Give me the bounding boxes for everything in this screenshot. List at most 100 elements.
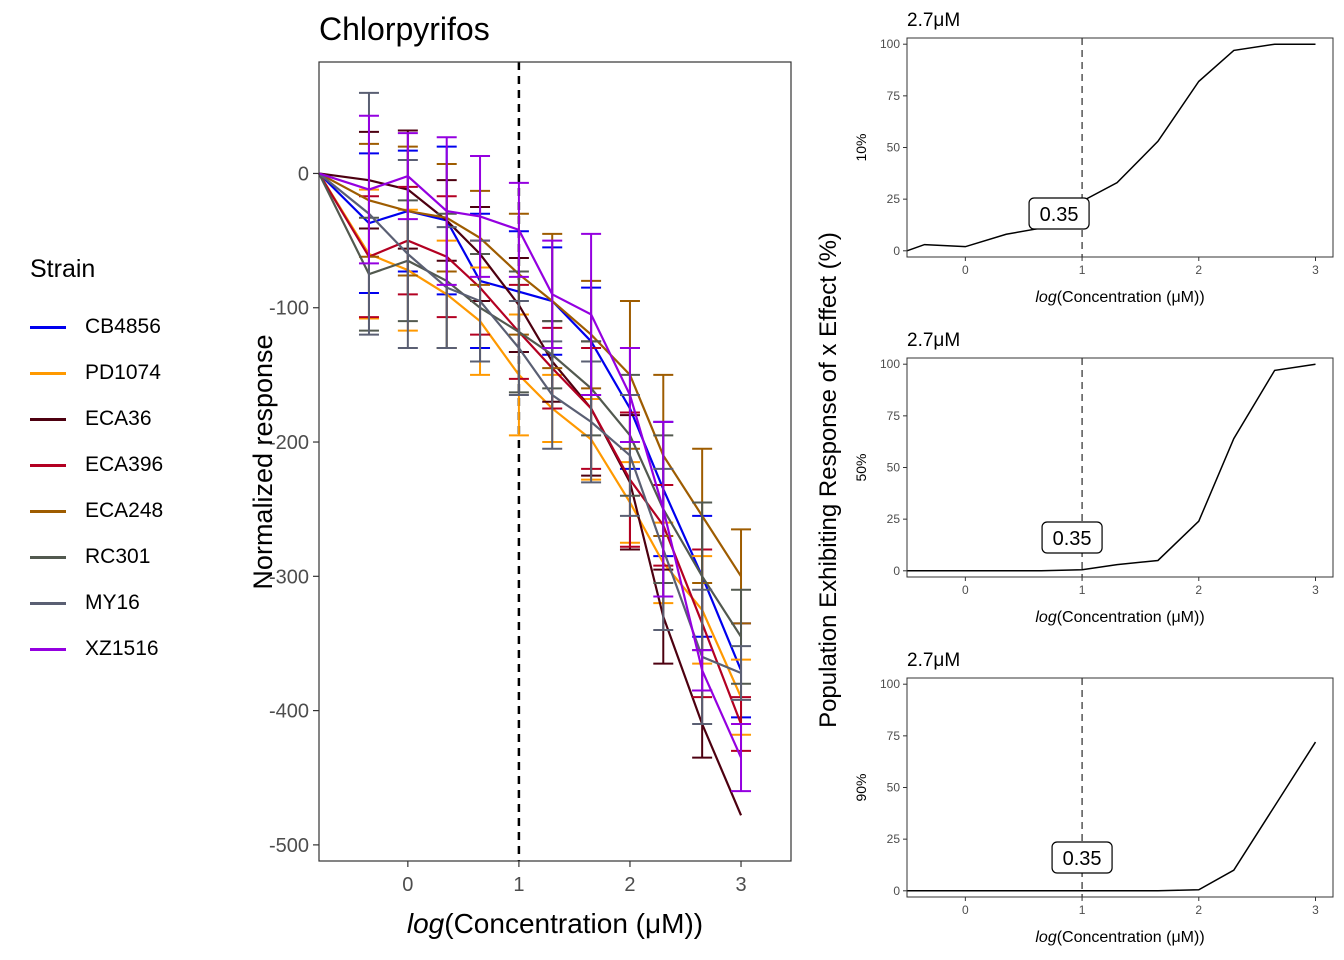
y-tick-label: 25 [887,192,901,206]
y-tick-label: 75 [887,89,901,103]
y-tick-label: 25 [887,512,901,526]
small-chart-10-percent: 2.7μM 0 25 50 75 100 0 1 2 3 0.35 log(Concentration… [853,10,1334,306]
x-tick-label: 0 [962,903,969,917]
y-tick-label: 100 [880,357,900,371]
annotation-box [1051,841,1113,874]
y-tick-label: -200 [269,432,309,454]
series-PD1074 [318,172,752,736]
series-ECA248 [318,142,752,625]
y-tick-label: 75 [887,409,901,423]
legend-key [30,417,66,421]
legend-item-ECA396: ECA396 [30,442,200,488]
series-line [318,172,743,759]
legend-label: PD1074 [85,361,161,384]
plot-frame [318,61,792,862]
small-chart-90-percent: 2.7μM 0 25 50 75 100 0 1 2 3 0.35 log(Concentration… [853,650,1334,946]
series-MY16 [318,91,752,726]
x-tick-label: 2 [1195,903,1202,917]
legend-label: CB4856 [85,315,161,338]
series-ECA36 [318,129,743,816]
shared-y-axis-label: Population Exhibiting Response of x Effe… [815,232,842,728]
legend-label: MY16 [85,591,140,614]
plot-frame [906,677,1334,898]
y-tick-label: 0 [893,564,900,578]
annotation-label: 0.35 [1053,528,1092,550]
small-chart-title: 2.7μM [907,650,960,671]
plot-frame [906,357,1334,578]
x-tick-label: 1 [1079,263,1086,277]
x-tick-label: 2 [1195,583,1202,597]
x-tick-label: 3 [1312,903,1319,917]
series-line [318,172,742,675]
x-tick-label: 2 [1195,263,1202,277]
x-tick-label: 1 [1079,903,1086,917]
legend-key [30,555,66,559]
y-tick-label: 100 [880,37,900,51]
legend-item-RC301: RC301 [30,534,200,580]
series-line [318,172,742,638]
annotation-box [1041,521,1103,554]
legend-label: ECA248 [85,499,164,522]
legend-item-XZ1516: XZ1516 [30,626,200,672]
y-tick-label: 0 [893,884,900,898]
small-chart-title: 2.7μM [907,10,960,31]
x-tick-label: 0 [962,263,969,277]
x-axis-label: log(Concentration (μM)) [1035,289,1204,306]
strain-legend: Strain CB4856 PD1074 ECA36 ECA396 ECA248 RC30… [30,255,200,672]
x-axis-label: log(Concentration (μM)) [407,908,703,939]
population-curve [906,43,1316,252]
y-tick-label: -100 [269,298,309,320]
series-line [318,172,743,698]
legend-label: XZ1516 [85,637,159,660]
y-tick-label: 0 [893,244,900,258]
legend-item-MY16: MY16 [30,580,200,626]
x-tick-label: 2 [624,874,635,896]
series-line [318,172,743,816]
y-tick-label: -300 [269,566,309,588]
annotation-label: 0.35 [1063,848,1102,870]
x-axis-label: log(Concentration (μM)) [1035,929,1204,946]
plot-frame [906,37,1334,258]
annotation-box [1028,197,1090,230]
legend-label: ECA396 [85,453,164,476]
legend-item-PD1074: PD1074 [30,350,200,396]
main-chart: Chlorpyrifos 0 -100 -200 -300 -400 -500 0 1 2 3 log… [248,11,792,939]
chart-title: Chlorpyrifos [319,11,490,47]
y-tick-label: 50 [887,781,901,795]
x-tick-label: 1 [1079,583,1086,597]
legend-label: ECA36 [85,407,152,430]
legend-label: RC301 [85,545,151,568]
y-tick-label: 25 [887,832,901,846]
legend-item-ECA36: ECA36 [30,396,200,442]
legend-title: Strain [30,255,96,283]
y-tick-label: 100 [880,677,900,691]
legend-key [30,371,66,375]
annotation-label: 0.35 [1040,204,1079,226]
small-chart-50-percent: 2.7μM 0 25 50 75 100 0 1 2 3 0.35 log(Concentration… [853,330,1334,626]
x-tick-label: 0 [962,583,969,597]
legend-item-ECA248: ECA248 [30,488,200,534]
x-axis-label: log(Concentration (μM)) [1035,609,1204,626]
legend-key [30,463,66,467]
series-line [318,172,743,725]
y-tick-label: 50 [887,461,901,475]
y-tick-label: 50 [887,141,901,155]
legend-items: CB4856 PD1074 ECA36 ECA396 ECA248 RC301 MY16 XZ… [30,304,200,672]
legend-key [30,509,66,513]
series-XZ1516 [318,114,752,793]
x-tick-label: 0 [402,874,413,896]
population-curve [907,741,1317,892]
population-curve [907,363,1316,572]
series-line [318,172,743,671]
legend-key [30,647,66,651]
legend-key [30,325,66,329]
small-chart-title: 2.7μM [907,330,960,351]
x-tick-label: 3 [1312,583,1319,597]
series-line [318,172,742,577]
x-tick-label: 1 [513,874,524,896]
y-axis-label: 50% [853,453,869,481]
x-tick-label: 3 [1312,263,1319,277]
y-axis-label: Normalized response [248,334,278,589]
y-tick-label: -400 [269,701,309,723]
